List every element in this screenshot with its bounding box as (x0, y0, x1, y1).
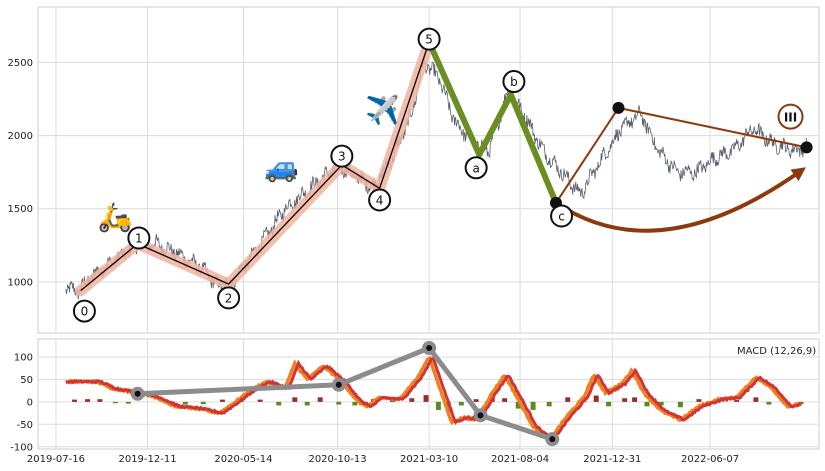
macd-histogram-bar (644, 401, 650, 407)
macd-histogram-bar (632, 397, 638, 402)
wave-b-label: b (510, 75, 518, 89)
macd-histogram-bar (530, 401, 536, 410)
macd-histogram-bar (546, 401, 552, 407)
macd-histogram-bar (473, 399, 479, 402)
airplane-emoji: ✈️ (365, 93, 400, 127)
macd-histogram-bar (304, 401, 310, 406)
corrective-wave-segment (476, 91, 514, 158)
wave-3-circle (330, 144, 354, 168)
macd-divergence-point (134, 390, 141, 397)
macd-histogram-bar (72, 399, 77, 402)
macd-divergence-point (549, 436, 556, 443)
price-y-tick-label: 1000 (8, 277, 33, 288)
wave-3-label: 3 (338, 150, 346, 164)
wave-0-label: 0 (81, 305, 89, 319)
macd-histogram-bar (766, 401, 772, 405)
wave-a-circle (464, 156, 488, 180)
macd-histogram-bar (502, 398, 508, 402)
projection-line (555, 107, 620, 204)
macd-histogram-bar (200, 401, 206, 405)
projection-point (612, 101, 625, 114)
projection-arrow-head (790, 167, 806, 182)
macd-histogram-bar (658, 401, 664, 406)
impulse-wave-line (80, 41, 430, 292)
x-tick-label: 2021-08-04 (491, 454, 549, 465)
corrective-wave-segment (426, 39, 483, 158)
x-tick-label: 2021-03-10 (400, 454, 458, 465)
x-tick-label: 2020-05-14 (214, 454, 272, 465)
macd-divergence-point (477, 412, 484, 419)
projection-arc (554, 169, 803, 233)
macd-histogram-bar (182, 401, 188, 405)
wave-0-circle (72, 299, 96, 323)
macd-histogram-bar (276, 401, 282, 406)
wave-III-marker (777, 103, 804, 130)
wave-5-label: 5 (425, 33, 433, 47)
wave-2-circle (217, 286, 241, 310)
macd-divergence-point (335, 381, 342, 388)
macd-histogram-bar (798, 401, 804, 405)
price-y-tick-label: 2500 (8, 58, 33, 69)
macd-divergence-point (426, 344, 433, 351)
scooter-emoji: 🛵 (98, 200, 133, 233)
macd-histogram-bar (125, 401, 131, 404)
macd-histogram-bar (565, 397, 571, 402)
macd-histogram-bar (85, 399, 90, 402)
wave-b-circle (502, 70, 526, 94)
macd-histogram-bar (112, 401, 118, 404)
wave-1-circle (127, 226, 151, 250)
macd-histogram-bar (696, 399, 702, 402)
wave-1-label: 1 (135, 231, 143, 245)
macd-histogram-bar (606, 401, 612, 407)
price-y-tick-label: 1500 (8, 204, 33, 215)
macd-y-tick-label: -50 (17, 420, 33, 431)
projection-point (800, 141, 813, 154)
x-tick-label: 2021-12-31 (583, 454, 641, 465)
macd-histogram-bar (336, 401, 342, 405)
macd-histogram-bar (677, 401, 683, 408)
macd-histogram-bar (257, 399, 263, 402)
wave-c-point (550, 197, 561, 208)
macd-histogram-bar (515, 401, 521, 409)
macd-histogram-bar (423, 395, 429, 402)
wave-5-circle (417, 27, 441, 51)
macd-y-tick-label: 0 (27, 397, 33, 408)
price-y-tick-label: 2000 (8, 131, 33, 142)
wave-4-label: 4 (376, 193, 384, 207)
x-tick-label: 2019-12-11 (118, 454, 176, 465)
macd-histogram-bar (292, 397, 298, 402)
price-series-line (65, 57, 807, 300)
signal-line (65, 356, 802, 442)
macd-histogram-bar (219, 399, 225, 402)
macd-title: MACD (12,26,9) (737, 346, 817, 357)
macd-histogram-bar (409, 398, 415, 402)
wave-4-circle (368, 188, 392, 212)
x-tick-label: 2022-06-07 (681, 454, 739, 465)
projection-line (618, 106, 807, 149)
macd-histogram-bar (458, 401, 464, 406)
macd-histogram-bar (352, 401, 358, 406)
corrective-wave-segment (507, 91, 559, 206)
wave-c-circle (550, 204, 574, 228)
x-tick-label: 2020-10-13 (308, 454, 366, 465)
wave-III-label: III (784, 111, 797, 125)
macd-histogram-bar (97, 399, 103, 402)
car-emoji: 🚙 (264, 151, 299, 184)
macd-histogram-bar (734, 400, 740, 402)
macd-histogram-bar (593, 395, 599, 402)
wave-2-label: 2 (225, 291, 233, 305)
macd-histogram-bar (622, 398, 628, 402)
x-tick-label: 2019-07-16 (27, 454, 85, 465)
macd-histogram-bar (435, 401, 441, 410)
macd-histogram-bar (753, 397, 759, 402)
wave-c-label: c (558, 210, 565, 224)
wave-a-label: a (472, 161, 479, 175)
macd-y-tick-label: 100 (14, 352, 33, 363)
macd-histogram-bar (317, 397, 323, 402)
macd-y-tick-label: -100 (10, 442, 33, 453)
macd-y-tick-label: 50 (20, 375, 33, 386)
